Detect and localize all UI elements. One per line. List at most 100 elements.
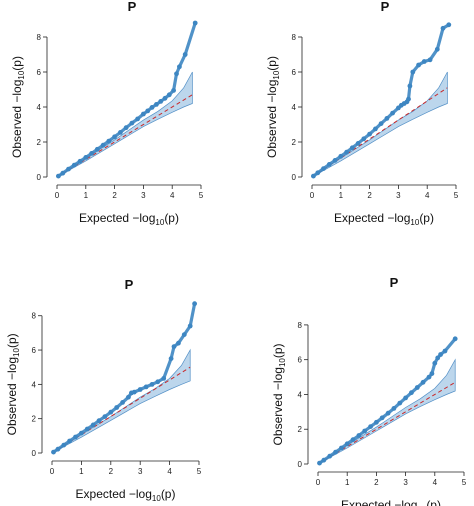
x-tick-label: 1 (345, 478, 350, 487)
data-point (129, 120, 135, 126)
y-tick-label: 6 (32, 346, 37, 355)
data-point (339, 445, 344, 451)
data-point (397, 400, 403, 406)
y-tick-label: 8 (292, 33, 297, 42)
data-point (326, 162, 332, 167)
qq-panel-2: P 0 1 2 3 4 5 0 2 4 6 8 Expected −log10(p) Observed −… (265, 0, 459, 227)
confidence-band (317, 358, 456, 465)
data-point (112, 134, 117, 140)
data-point (123, 125, 129, 131)
data-point (67, 438, 72, 444)
panel-title: P (125, 277, 134, 292)
data-point (168, 356, 174, 361)
observed-points-trace (311, 23, 451, 178)
data-point (177, 64, 182, 70)
data-point (367, 131, 372, 137)
data-point (106, 138, 112, 144)
data-point (131, 389, 137, 395)
y-axis-label: Observed −log10(p) (10, 56, 26, 158)
y-tick-label: 6 (298, 356, 303, 365)
qq-panel-4: P 0 1 2 3 4 5 0 2 4 6 8 Expected −log10(p) Observed −… (271, 275, 467, 506)
data-point (120, 400, 125, 405)
data-point (171, 88, 177, 93)
x-tick-label: 3 (138, 467, 143, 476)
y-tick-label: 4 (298, 390, 303, 399)
data-point (338, 153, 344, 159)
data-point (135, 116, 141, 122)
data-point (73, 434, 78, 440)
data-point (427, 57, 433, 63)
data-point (410, 69, 416, 75)
y-tick-label: 8 (298, 321, 303, 330)
data-point (182, 52, 188, 57)
data-point (141, 111, 146, 117)
data-point (356, 433, 362, 438)
y-tick-label: 2 (32, 415, 37, 424)
confidence-band (56, 71, 193, 178)
data-point (79, 430, 84, 436)
data-point (114, 405, 120, 410)
data-point (55, 446, 61, 452)
data-point (149, 382, 155, 387)
data-point (108, 409, 114, 415)
qq-panel-1: P 0 1 2 3 4 5 0 2 4 6 8 Expected −log10(p) Observed −… (10, 0, 204, 227)
data-point (192, 301, 198, 307)
x-tick-label: 4 (433, 478, 438, 487)
x-tick-label: 4 (170, 191, 175, 200)
data-point (94, 146, 100, 152)
data-point (60, 170, 66, 176)
data-point (155, 379, 161, 385)
data-point (83, 155, 89, 160)
data-point (420, 379, 426, 385)
reference-line (317, 381, 456, 465)
y-tick-label: 4 (37, 103, 42, 112)
data-point (161, 376, 167, 381)
panel-title: P (128, 0, 137, 14)
reference-line (56, 94, 193, 178)
panel-title: P (381, 0, 390, 14)
data-point (385, 410, 391, 416)
data-point (373, 126, 378, 132)
data-point (137, 387, 143, 392)
data-point (187, 323, 193, 329)
data-point (390, 110, 395, 116)
data-point (378, 121, 384, 126)
data-point (429, 371, 435, 376)
data-point (174, 71, 179, 77)
x-tick-label: 1 (84, 191, 89, 200)
qq-panel-3: P 0 1 2 3 4 5 0 2 4 6 8 Expected −log10(p) Observed −… (5, 277, 202, 503)
y-tick-label: 6 (37, 68, 42, 77)
x-tick-label: 2 (374, 478, 379, 487)
y-axis-label: Observed −log10(p) (271, 343, 287, 445)
x-tick-label: 5 (462, 478, 467, 487)
x-tick-label: 1 (79, 467, 84, 476)
data-point (333, 449, 338, 455)
data-point (426, 374, 432, 380)
data-point (61, 442, 67, 448)
data-point (176, 340, 181, 346)
data-point (355, 141, 361, 146)
data-point (96, 418, 102, 424)
x-tick-label: 0 (55, 191, 60, 200)
panel-title: P (390, 275, 399, 290)
data-point (145, 108, 151, 114)
data-point (171, 344, 177, 349)
data-point (321, 166, 326, 172)
y-tick-label: 6 (292, 68, 297, 77)
data-point (71, 162, 77, 168)
data-point (349, 145, 355, 151)
data-point (344, 149, 349, 155)
data-point (432, 360, 438, 366)
data-point (89, 151, 94, 156)
y-tick-label: 4 (32, 380, 37, 389)
data-point (438, 352, 443, 357)
data-point (379, 415, 385, 421)
data-point (361, 136, 367, 142)
y-axis-label: Observed −log10(p) (5, 333, 21, 435)
y-tick-label: 0 (32, 449, 37, 458)
data-point (384, 116, 390, 121)
data-point (51, 449, 56, 455)
reference-line (51, 366, 191, 454)
data-point (192, 20, 198, 26)
x-tick-label: 2 (109, 467, 114, 476)
